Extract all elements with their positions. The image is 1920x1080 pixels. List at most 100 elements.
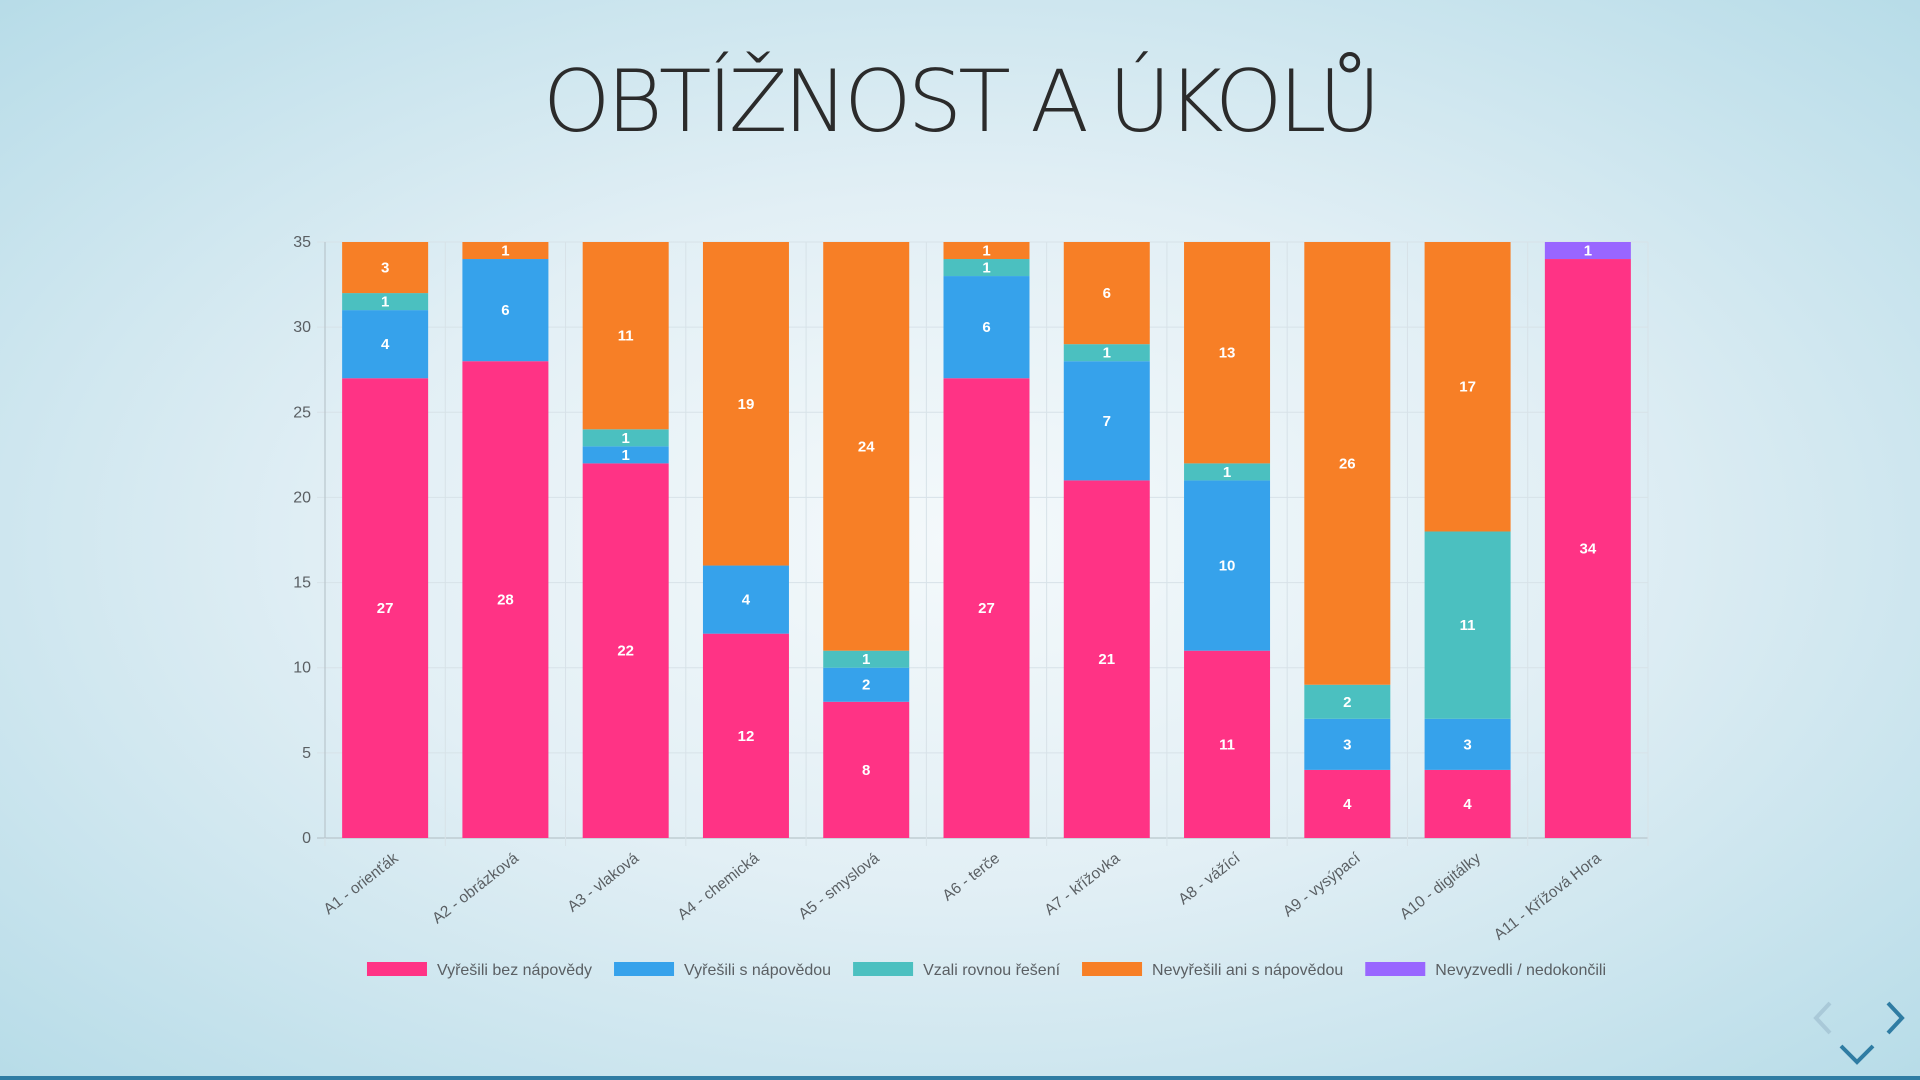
- y-tick-label: 0: [302, 830, 311, 847]
- legend[interactable]: Vyřešili bez nápovědy Vyřešili s nápovědo…: [366, 962, 1606, 979]
- bar-segment[interactable]: [943, 378, 1030, 838]
- y-tick-label: 25: [293, 404, 311, 421]
- bar-segment[interactable]: [1304, 242, 1391, 685]
- bar-segment[interactable]: [702, 242, 789, 566]
- bar-segment[interactable]: [823, 650, 910, 668]
- data-labels-layer: 2741328612211111241982124276112171611101…: [377, 243, 1597, 813]
- bar-value-label: 1: [982, 243, 990, 260]
- legend-swatch: [1365, 962, 1426, 976]
- legend-item[interactable]: Nevyřešili ani s nápovědou: [1082, 962, 1343, 979]
- legend-item[interactable]: Vzali rovnou řešení: [853, 962, 1061, 979]
- legend-label: Nevyřešili ani s nápovědou: [1152, 962, 1343, 979]
- bar-segment[interactable]: [1424, 718, 1511, 770]
- bar-segment[interactable]: [1063, 242, 1150, 345]
- bar-segment[interactable]: [1304, 769, 1391, 838]
- bar-value-label: 11: [1460, 617, 1476, 634]
- bar-value-label: 7: [1103, 413, 1111, 430]
- bar-segment[interactable]: [1184, 480, 1271, 651]
- bar-segment[interactable]: [1304, 684, 1391, 719]
- bottom-progress-bar: [0, 1076, 1920, 1080]
- legend-label: Vyřešili s nápovědou: [684, 962, 831, 979]
- bar-segment[interactable]: [702, 565, 789, 634]
- bar-segment[interactable]: [1424, 242, 1511, 532]
- chevron-right-icon: [1886, 1001, 1905, 1035]
- legend-item[interactable]: Vyřešili s nápovědou: [614, 962, 831, 979]
- bar-segment[interactable]: [943, 276, 1030, 379]
- bar-value-label: 1: [862, 651, 870, 668]
- bar-segment[interactable]: [1424, 769, 1511, 838]
- bar-segment[interactable]: [342, 378, 429, 838]
- bar-segment[interactable]: [823, 701, 910, 838]
- bar-segment[interactable]: [462, 242, 549, 260]
- x-tick-label: A7 - křížovka: [1041, 850, 1123, 919]
- bar-segment[interactable]: [582, 242, 669, 430]
- bar-segment[interactable]: [1063, 361, 1150, 481]
- bar-value-label: 4: [381, 336, 390, 353]
- down-slide-button[interactable]: [1837, 1040, 1877, 1068]
- bar-value-label: 8: [862, 762, 870, 779]
- bar-segment[interactable]: [342, 310, 429, 379]
- bar-segment[interactable]: [943, 259, 1030, 277]
- x-tick-label: A3 - vlaková: [564, 850, 642, 916]
- bar-segment[interactable]: [1184, 242, 1271, 464]
- bar-segment[interactable]: [1063, 480, 1150, 838]
- bar-value-label: 3: [381, 260, 389, 277]
- y-tick-label: 5: [302, 745, 311, 762]
- next-slide-button[interactable]: [1880, 998, 1910, 1038]
- y-tick-label: 20: [293, 489, 311, 506]
- legend-swatch: [614, 962, 675, 976]
- bar-value-label: 13: [1219, 345, 1236, 362]
- bar-segment[interactable]: [582, 463, 669, 838]
- y-tick-label: 10: [293, 660, 311, 677]
- bar-value-label: 10: [1219, 558, 1236, 575]
- bar-value-label: 6: [1103, 285, 1111, 302]
- bar-segment[interactable]: [342, 293, 429, 311]
- bar-value-label: 28: [497, 592, 514, 609]
- x-tick-label: A6 - terče: [940, 850, 1003, 905]
- y-tick-label: 15: [293, 575, 311, 592]
- bar-segment[interactable]: [1184, 463, 1271, 481]
- bar-segment[interactable]: [462, 361, 549, 838]
- bar-segment[interactable]: [1304, 718, 1391, 770]
- x-tick-label: A8 - vážící: [1175, 849, 1244, 908]
- bar-value-label: 1: [622, 447, 630, 464]
- bar-value-label: 34: [1580, 541, 1597, 558]
- legend-swatch: [1082, 962, 1143, 976]
- legend-swatch: [853, 962, 914, 976]
- bar-segment[interactable]: [1424, 531, 1511, 719]
- bar-segment[interactable]: [943, 242, 1030, 260]
- bar-value-label: 4: [1463, 796, 1472, 813]
- legend-label: Vzali rovnou řešení: [923, 962, 1061, 979]
- bar-value-label: 12: [738, 728, 755, 745]
- bar-value-label: 1: [982, 260, 990, 277]
- bar-segment[interactable]: [582, 429, 669, 447]
- bar-segment[interactable]: [1184, 650, 1271, 838]
- chevron-down-icon: [1839, 1044, 1875, 1065]
- bars-layer: [342, 242, 1631, 838]
- legend-item[interactable]: Vyřešili bez nápovědy: [366, 962, 592, 979]
- x-tick-label: A5 - smyslová: [796, 850, 883, 924]
- x-tick-label: A10 - digitálky: [1397, 850, 1484, 923]
- legend-swatch: [366, 962, 427, 976]
- y-tick-label: 35: [293, 234, 311, 251]
- bar-segment[interactable]: [342, 242, 429, 294]
- prev-slide-button[interactable]: [1808, 998, 1838, 1038]
- bar-value-label: 27: [978, 600, 995, 617]
- bar-segment[interactable]: [1544, 242, 1631, 260]
- bar-value-label: 1: [501, 243, 509, 260]
- bar-value-label: 4: [742, 592, 751, 609]
- bar-value-label: 1: [1223, 464, 1231, 481]
- x-tick-label: A1 - orienťák: [321, 850, 402, 919]
- bar-value-label: 17: [1459, 379, 1476, 396]
- bar-segment[interactable]: [1063, 344, 1150, 362]
- bar-value-label: 4: [1343, 796, 1352, 813]
- bar-segment[interactable]: [823, 667, 910, 702]
- bar-segment[interactable]: [582, 446, 669, 464]
- bar-segment[interactable]: [1544, 259, 1631, 838]
- bar-segment[interactable]: [462, 259, 549, 362]
- bar-segment[interactable]: [702, 633, 789, 838]
- bar-value-label: 22: [617, 643, 634, 660]
- bar-segment[interactable]: [823, 242, 910, 651]
- bar-value-label: 1: [622, 430, 630, 447]
- legend-item[interactable]: Nevyzvedli / nedokončili: [1365, 962, 1606, 979]
